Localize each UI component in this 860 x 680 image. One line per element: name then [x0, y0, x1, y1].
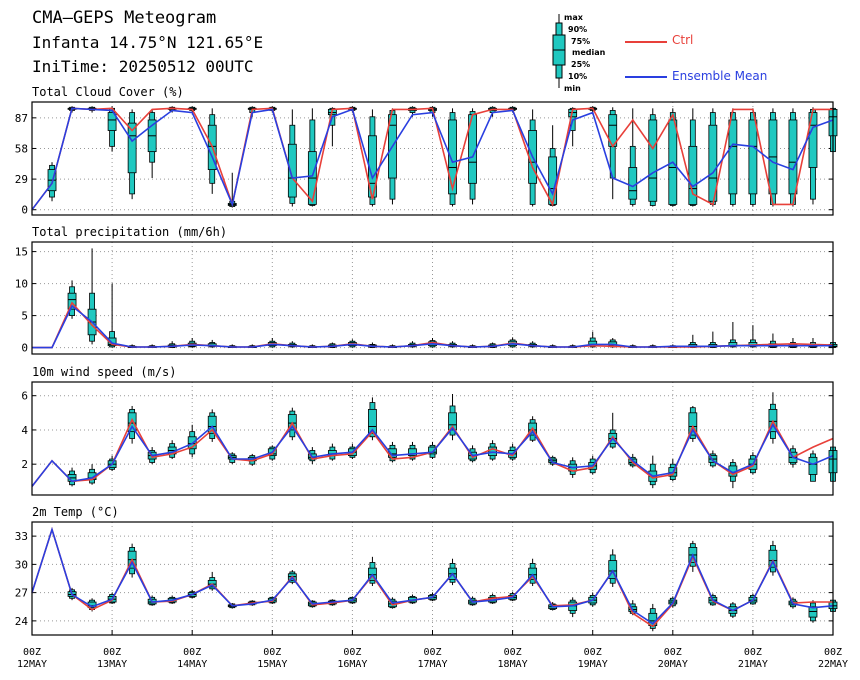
legend-median-label: median — [572, 48, 606, 57]
chart-panel-2: 10m wind speed (m/s) 2 4 6 — [21, 365, 838, 496]
y-tick-label: 33 — [15, 530, 28, 543]
y-tick-label: 29 — [15, 173, 28, 186]
x-tick-label-date: 16MAY — [337, 659, 367, 670]
ensemble-mean-line — [31, 423, 834, 487]
legend-min-label: min — [564, 84, 581, 93]
panel-title: Total Cloud Cover (%) — [32, 85, 184, 99]
box-25-75 — [287, 143, 297, 198]
x-tick-label-date: 13MAY — [97, 659, 127, 670]
box-25-75 — [107, 337, 117, 347]
y-tick-label: 6 — [21, 390, 28, 403]
y-tick-label: 58 — [15, 142, 28, 155]
y-tick-label: 15 — [15, 246, 28, 259]
y-tick-label: 30 — [15, 558, 28, 571]
box-25-75 — [768, 549, 778, 568]
box-legend-icon — [552, 14, 566, 88]
chart-panel-3: 2m Temp (°C) 24 27 30 33 — [15, 505, 838, 636]
ensemble-mean-line — [31, 526, 834, 625]
init-time-label: IniTime: 20250512 00UTC — [32, 57, 254, 76]
box-25-75 — [748, 119, 758, 195]
x-tick-label-date: 21MAY — [738, 659, 768, 670]
y-tick-label: 87 — [15, 112, 28, 125]
location-label: Infanta 14.75°N 121.65°E — [32, 33, 264, 52]
legend-ctrl-label: Ctrl — [672, 33, 694, 47]
box-25-75 — [808, 456, 818, 475]
y-tick-label: 24 — [15, 615, 29, 628]
legend-p25-label: 25% — [571, 60, 591, 69]
panel-frame — [31, 241, 834, 355]
x-tick-label-time: 00Z — [824, 647, 842, 658]
ensemble-mean-line — [32, 304, 833, 349]
x-tick-label-date: 19MAY — [578, 659, 608, 670]
chart-panel-1: Total precipitation (mm/6h) 0 5 10 15 — [15, 225, 838, 355]
legend-p10-label: 10% — [568, 72, 588, 81]
x-tick-label-time: 00Z — [263, 647, 281, 658]
x-tick-label-date: 18MAY — [498, 659, 528, 670]
x-tick-label-date: 15MAY — [257, 659, 287, 670]
box-25-75 — [207, 415, 217, 434]
box-25-75 — [127, 412, 137, 433]
box-25-75 — [428, 446, 437, 455]
legend-p90-label: 90% — [568, 25, 588, 34]
box-25-75 — [448, 119, 457, 195]
x-tick-label-time: 00Z — [103, 647, 121, 658]
y-tick-label: 0 — [21, 204, 28, 217]
x-tick-label-time: 00Z — [183, 647, 201, 658]
box-25-75 — [107, 112, 117, 131]
x-tick-label-date: 12MAY — [17, 659, 47, 670]
y-tick-label: 0 — [21, 342, 28, 355]
page-title: CMA—GEPS Meteogram — [32, 8, 217, 28]
x-tick-label-time: 00Z — [423, 647, 441, 658]
box-25-75 — [688, 412, 698, 436]
x-tick-label-date: 20MAY — [658, 659, 688, 670]
legend-mean-label: Ensemble Mean — [672, 69, 768, 83]
y-tick-label: 2 — [21, 458, 28, 471]
box-25-75 — [788, 119, 798, 195]
x-tick-label-date: 17MAY — [417, 659, 447, 670]
x-tick-label-time: 00Z — [23, 647, 41, 658]
meteogram-header: CMA—GEPS Meteogram Infanta 14.75°N 121.6… — [0, 0, 860, 93]
x-tick-label-time: 00Z — [584, 647, 602, 658]
x-tick-label-time: 00Z — [504, 647, 522, 658]
y-tick-label: 5 — [21, 310, 28, 323]
box-25-75 — [127, 122, 137, 174]
y-tick-label: 4 — [21, 424, 28, 437]
y-tick-label: 27 — [15, 587, 28, 600]
x-tick-label-date: 14MAY — [177, 659, 207, 670]
legend-max-label: max — [564, 13, 583, 22]
box-25-75 — [368, 408, 377, 434]
chart-panel-0: Total Cloud Cover (%) 0 29 58 87 — [15, 85, 838, 217]
panel-frame — [31, 101, 834, 216]
legend-mean-swatch — [625, 76, 667, 78]
panel-title: Total precipitation (mm/6h) — [32, 225, 227, 239]
y-tick-label: 10 — [15, 278, 28, 291]
box-25-75 — [628, 167, 638, 200]
box-whisker-legend: max 90% 75% median 25% 10% min — [548, 10, 618, 93]
box-25-75 — [408, 448, 417, 457]
x-tick-label-time: 00Z — [343, 647, 361, 658]
x-tick-label-time: 00Z — [664, 647, 682, 658]
box-25-75 — [448, 412, 457, 431]
panel-frame — [31, 381, 834, 496]
box-25-75 — [728, 119, 738, 195]
panel-title: 2m Temp (°C) — [32, 505, 119, 519]
box-25-75 — [648, 119, 658, 202]
ctrl-series-line — [31, 107, 833, 211]
box-25-75 — [67, 292, 77, 310]
x-tick-label-date: 22MAY — [818, 659, 848, 670]
legend-p75-label: 75% — [571, 37, 591, 46]
panel-title: 10m wind speed (m/s) — [32, 365, 177, 379]
legend-ctrl-swatch — [625, 41, 667, 43]
ensemble-mean-line — [31, 107, 834, 211]
x-tick-label-time: 00Z — [744, 647, 762, 658]
